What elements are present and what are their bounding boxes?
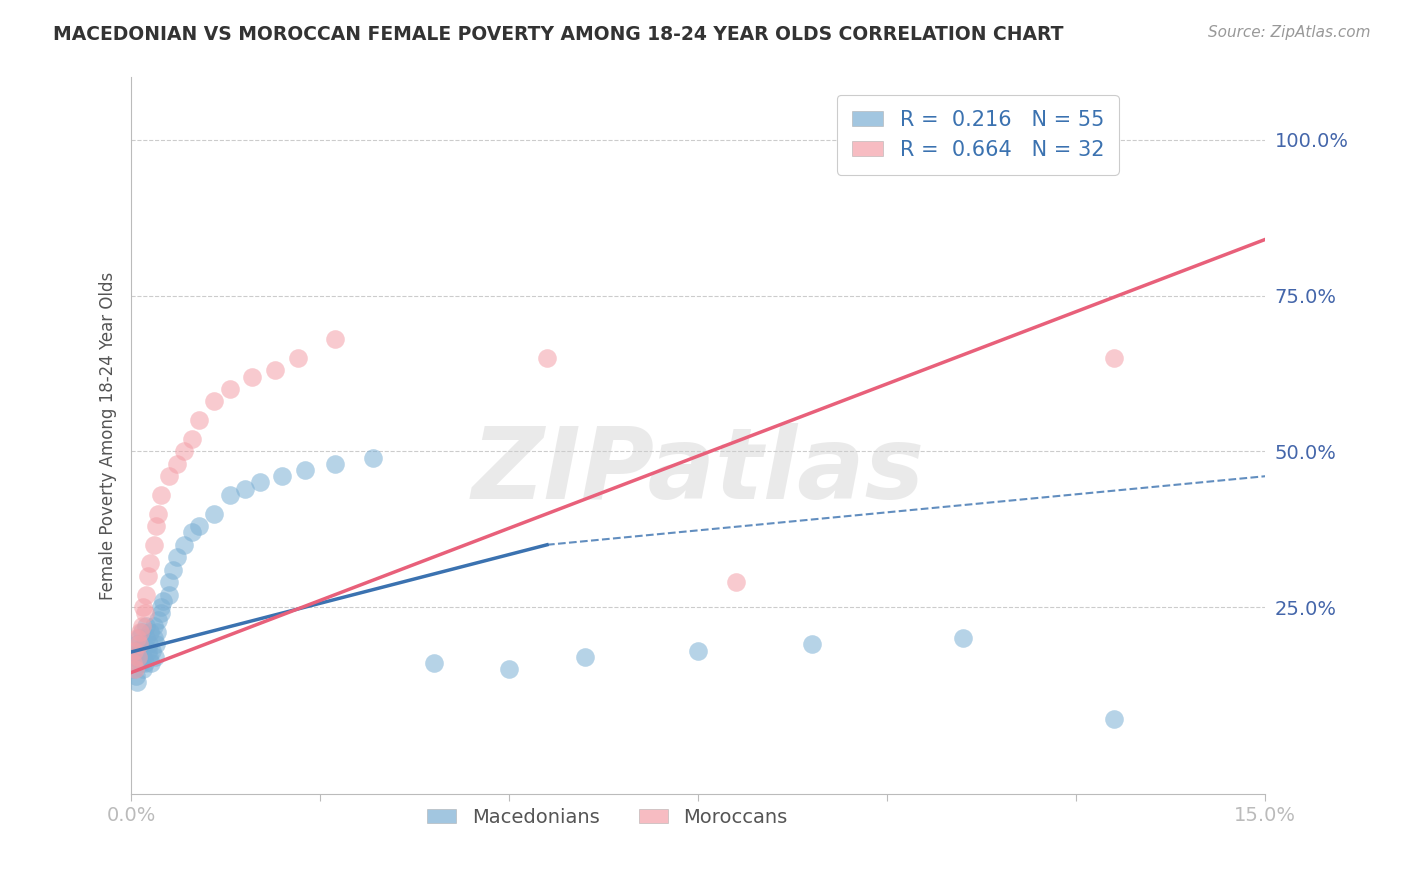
- Point: [132, 649, 155, 664]
- Point: [146, 613, 169, 627]
- Point: [218, 488, 240, 502]
- Point: [724, 575, 747, 590]
- Point: [688, 644, 710, 658]
- Point: [142, 538, 165, 552]
- Point: [162, 563, 184, 577]
- Point: [134, 656, 156, 670]
- Point: [498, 662, 520, 676]
- Point: [294, 463, 316, 477]
- Point: [166, 457, 188, 471]
- Point: [150, 607, 173, 621]
- Point: [129, 644, 152, 658]
- Point: [180, 432, 202, 446]
- Point: [157, 588, 180, 602]
- Point: [574, 649, 596, 664]
- Point: [131, 625, 153, 640]
- Point: [129, 656, 152, 670]
- Point: [536, 351, 558, 365]
- Point: [134, 607, 156, 621]
- Point: [122, 656, 145, 670]
- Point: [131, 662, 153, 676]
- Point: [150, 488, 173, 502]
- Point: [838, 133, 860, 147]
- Point: [122, 662, 145, 676]
- Point: [249, 475, 271, 490]
- Point: [129, 625, 152, 640]
- Point: [135, 619, 157, 633]
- Point: [127, 649, 149, 664]
- Point: [135, 588, 157, 602]
- Point: [139, 625, 162, 640]
- Point: [136, 569, 159, 583]
- Point: [139, 557, 162, 571]
- Point: [1102, 712, 1125, 726]
- Point: [325, 332, 347, 346]
- Point: [131, 619, 153, 633]
- Point: [952, 632, 974, 646]
- Point: [145, 519, 167, 533]
- Legend: Macedonians, Moroccans: Macedonians, Moroccans: [419, 800, 796, 835]
- Point: [173, 444, 195, 458]
- Point: [127, 649, 149, 664]
- Point: [202, 394, 225, 409]
- Point: [218, 382, 240, 396]
- Point: [157, 575, 180, 590]
- Text: ZIPatlas: ZIPatlas: [471, 423, 925, 520]
- Point: [188, 519, 211, 533]
- Point: [142, 632, 165, 646]
- Point: [150, 600, 173, 615]
- Point: [145, 638, 167, 652]
- Point: [180, 525, 202, 540]
- Point: [166, 550, 188, 565]
- Point: [121, 649, 143, 664]
- Point: [128, 638, 150, 652]
- Point: [124, 644, 146, 658]
- Point: [325, 457, 347, 471]
- Point: [148, 507, 170, 521]
- Point: [157, 469, 180, 483]
- Point: [122, 644, 145, 658]
- Text: Source: ZipAtlas.com: Source: ZipAtlas.com: [1208, 25, 1371, 40]
- Point: [422, 656, 444, 670]
- Point: [152, 594, 174, 608]
- Point: [125, 674, 148, 689]
- Point: [121, 656, 143, 670]
- Point: [141, 644, 163, 658]
- Point: [263, 363, 285, 377]
- Point: [145, 649, 167, 664]
- Point: [361, 450, 384, 465]
- Point: [240, 369, 263, 384]
- Y-axis label: Female Poverty Among 18-24 Year Olds: Female Poverty Among 18-24 Year Olds: [100, 272, 117, 599]
- Point: [125, 632, 148, 646]
- Point: [146, 625, 169, 640]
- Point: [138, 638, 160, 652]
- Point: [1102, 351, 1125, 365]
- Point: [138, 649, 160, 664]
- Point: [125, 668, 148, 682]
- Point: [124, 662, 146, 676]
- Point: [287, 351, 309, 365]
- Point: [136, 644, 159, 658]
- Point: [142, 619, 165, 633]
- Point: [127, 638, 149, 652]
- Point: [128, 632, 150, 646]
- Point: [132, 638, 155, 652]
- Text: MACEDONIAN VS MOROCCAN FEMALE POVERTY AMONG 18-24 YEAR OLDS CORRELATION CHART: MACEDONIAN VS MOROCCAN FEMALE POVERTY AM…: [53, 25, 1064, 44]
- Point: [202, 507, 225, 521]
- Point: [173, 538, 195, 552]
- Point: [135, 632, 157, 646]
- Point: [233, 482, 256, 496]
- Point: [271, 469, 294, 483]
- Point: [800, 638, 823, 652]
- Point: [139, 656, 162, 670]
- Point: [188, 413, 211, 427]
- Point: [132, 600, 155, 615]
